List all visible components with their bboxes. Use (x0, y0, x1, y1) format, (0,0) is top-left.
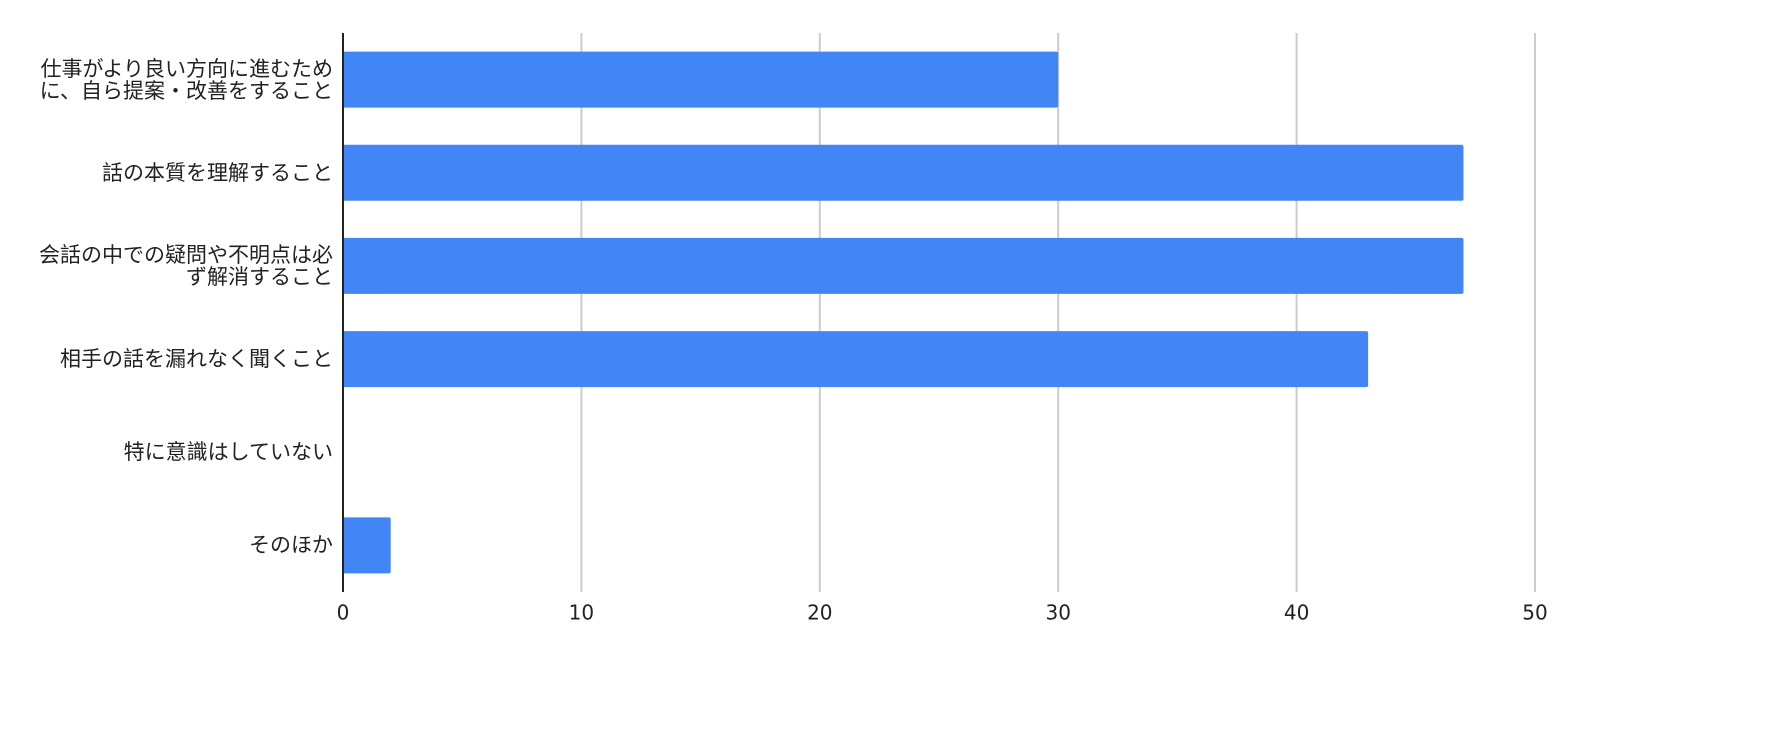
y-tick-label: 会話の中での疑問や不明点は必ず解消すること (39, 242, 333, 289)
x-tick-label: 10 (569, 601, 594, 625)
y-tick-label: 特に意識はしていない (123, 440, 333, 465)
x-tick-label: 50 (1522, 601, 1547, 625)
y-tick-label: そのほか (249, 533, 333, 558)
bar (343, 51, 1059, 108)
bar (343, 144, 1464, 201)
y-tick-label: 話の本質を理解すること (102, 160, 333, 185)
x-tick-label: 0 (337, 601, 350, 625)
y-tick-label: 仕事がより良い方向に進むために、自ら提案・改善をすること (39, 56, 333, 103)
bar (343, 517, 391, 574)
y-tick-label: 相手の話を漏れなく聞くこと (60, 347, 333, 372)
bar (343, 237, 1464, 294)
bar (343, 331, 1369, 388)
x-tick-label: 40 (1284, 601, 1309, 625)
x-tick-label: 30 (1045, 601, 1070, 625)
x-tick-label: 20 (807, 601, 832, 625)
